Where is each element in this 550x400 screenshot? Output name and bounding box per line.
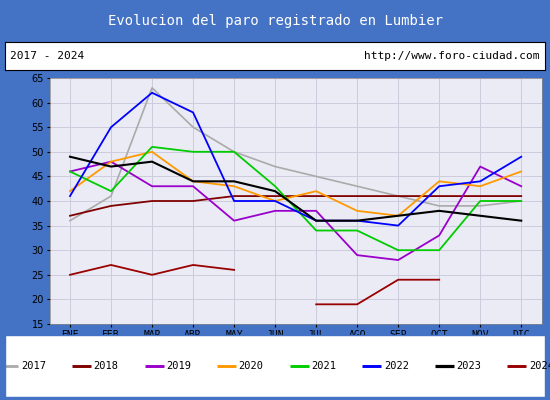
Text: http://www.foro-ciudad.com: http://www.foro-ciudad.com [364, 51, 540, 61]
Text: Evolucion del paro registrado en Lumbier: Evolucion del paro registrado en Lumbier [107, 14, 443, 28]
Text: 2017: 2017 [21, 361, 46, 371]
Text: 2024: 2024 [529, 361, 550, 371]
Text: 2023: 2023 [456, 361, 481, 371]
Text: 2020: 2020 [239, 361, 264, 371]
Text: 2018: 2018 [94, 361, 119, 371]
Text: 2017 - 2024: 2017 - 2024 [10, 51, 85, 61]
Text: 2021: 2021 [311, 361, 336, 371]
Text: 2019: 2019 [166, 361, 191, 371]
Text: 2022: 2022 [384, 361, 409, 371]
